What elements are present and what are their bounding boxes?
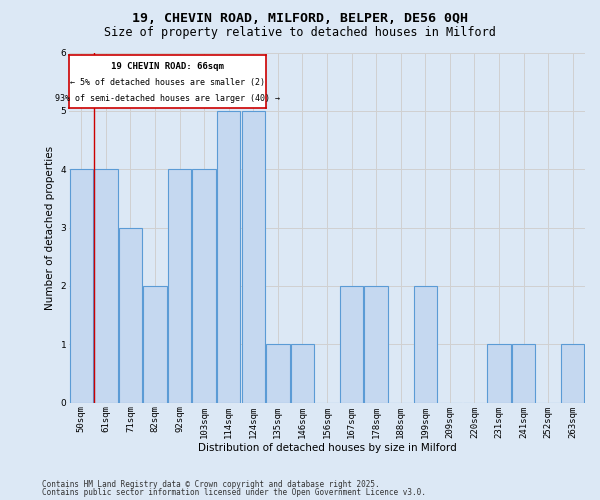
- Bar: [143, 286, 167, 403]
- Bar: [413, 286, 437, 403]
- Bar: [364, 286, 388, 403]
- Bar: [291, 344, 314, 403]
- Bar: [94, 169, 118, 402]
- X-axis label: Distribution of detached houses by size in Milford: Distribution of detached houses by size …: [197, 443, 457, 453]
- Bar: [70, 169, 93, 402]
- Text: 19, CHEVIN ROAD, MILFORD, BELPER, DE56 0QH: 19, CHEVIN ROAD, MILFORD, BELPER, DE56 0…: [132, 12, 468, 26]
- Text: ← 5% of detached houses are smaller (2): ← 5% of detached houses are smaller (2): [70, 78, 265, 87]
- Bar: [242, 111, 265, 403]
- Text: 93% of semi-detached houses are larger (40) →: 93% of semi-detached houses are larger (…: [55, 94, 280, 103]
- Y-axis label: Number of detached properties: Number of detached properties: [45, 146, 55, 310]
- Bar: [119, 228, 142, 402]
- Bar: [340, 286, 363, 403]
- Bar: [561, 344, 584, 403]
- Text: Size of property relative to detached houses in Milford: Size of property relative to detached ho…: [104, 26, 496, 39]
- Bar: [487, 344, 511, 403]
- Text: Contains HM Land Registry data © Crown copyright and database right 2025.: Contains HM Land Registry data © Crown c…: [42, 480, 380, 489]
- Text: 19 CHEVIN ROAD: 66sqm: 19 CHEVIN ROAD: 66sqm: [111, 62, 224, 72]
- Bar: [193, 169, 216, 402]
- Bar: [168, 169, 191, 402]
- Bar: [217, 111, 241, 403]
- Bar: [512, 344, 535, 403]
- Bar: [266, 344, 290, 403]
- Text: Contains public sector information licensed under the Open Government Licence v3: Contains public sector information licen…: [42, 488, 426, 497]
